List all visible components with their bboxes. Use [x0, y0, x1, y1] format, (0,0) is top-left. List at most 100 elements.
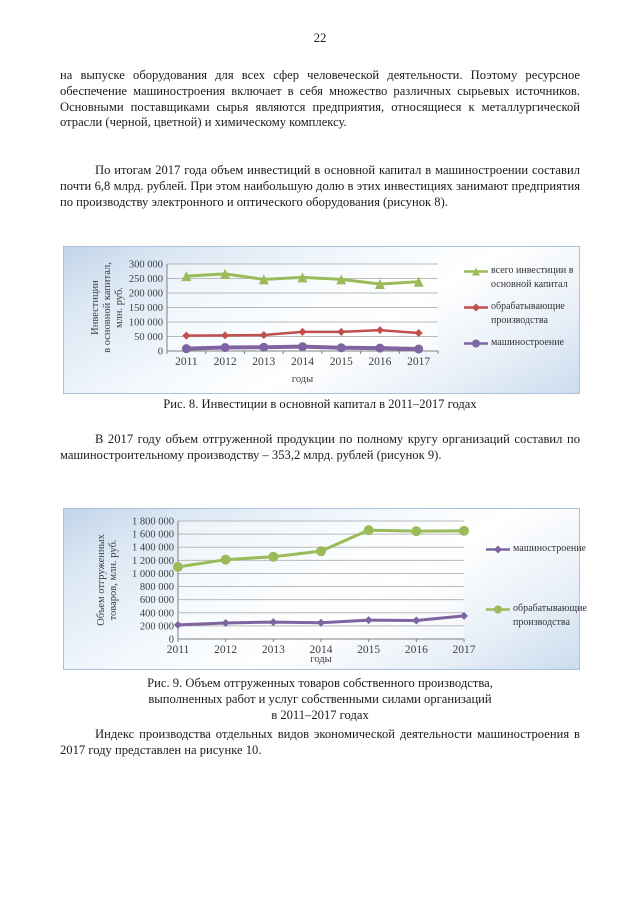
x-tick-label: 2014	[310, 644, 333, 656]
y-tick-label: 200 000	[140, 621, 174, 632]
diamond-marker-icon	[460, 611, 468, 620]
x-tick-label: 2011	[167, 644, 190, 656]
figure-9-caption-line-2: выполненных работ и услуг собственными с…	[148, 691, 492, 706]
y-tick-label: 1 400 000	[132, 543, 174, 554]
y-tick-label: 100 000	[129, 318, 163, 329]
legend-item: всего инвестиции в основной капитал	[464, 264, 578, 292]
x-tick-label: 2017	[407, 356, 430, 368]
figure-9-caption-line-3: в 2011–2017 годах	[271, 707, 369, 722]
x-tick-label: 2015	[330, 356, 353, 368]
circle-marker-icon	[411, 526, 422, 537]
x-tick-label: 2014	[291, 356, 314, 368]
y-axis-title: Объем отгруженных товаров, млн. руб.	[96, 533, 119, 625]
legend-label: обрабатывающие производства	[513, 603, 587, 628]
circle-marker-icon	[181, 344, 191, 354]
legend-item: обрабатывающие производства	[486, 602, 587, 630]
legend-marker-icon	[464, 303, 488, 312]
paragraph-investments: По итогам 2017 года объем инвестиций в о…	[60, 163, 580, 209]
figure-9-shipped-goods-chart: 0 200 000 400 000 600 000 800 000 1 000 000 1 …	[63, 508, 587, 670]
y-axis-title-line: млн. руб.	[114, 287, 125, 328]
y-tick-label: 300 000	[129, 260, 163, 271]
legend-marker-icon	[486, 545, 510, 554]
y-tick-label: 600 000	[140, 595, 174, 606]
circle-marker-icon	[173, 561, 183, 572]
legend-item: машиностроение	[464, 336, 578, 350]
legend-label: всего инвестиции в основной капитал	[491, 265, 574, 290]
circle-marker-icon	[220, 554, 231, 565]
y-tick-label: 250 000	[129, 274, 163, 285]
figure-9-caption: Рис. 9. Объем отгруженных товаров собств…	[60, 676, 580, 723]
y-tick-label: 800 000	[140, 582, 174, 593]
paragraph-shipped-goods: В 2017 году объем отгруженной продукции …	[60, 432, 580, 462]
legend-label: машиностроение	[513, 543, 586, 554]
x-tick-label: 2016	[368, 356, 391, 368]
circle-marker-icon	[220, 343, 230, 353]
x-tick-label: 2011	[175, 356, 198, 368]
circle-marker-icon	[472, 339, 480, 348]
diamond-marker-icon	[269, 618, 278, 627]
y-tick-label: 0	[158, 347, 163, 358]
x-tick-label: 2013	[262, 644, 285, 656]
legend-item: машиностроение	[486, 542, 586, 556]
paragraph-production-index: Индекс производства отдельных видов экон…	[60, 727, 580, 757]
circle-marker-icon	[459, 525, 469, 536]
circle-marker-icon	[336, 343, 346, 353]
y-axis-title-line: в основной капитал,	[102, 262, 113, 353]
legend-marker-icon	[464, 267, 488, 276]
legend-marker-icon	[464, 339, 488, 348]
legend-label: обрабатывающие производства	[491, 301, 565, 326]
diamond-marker-icon	[221, 331, 230, 340]
y-axis-title-line: Объем отгруженных	[96, 533, 107, 625]
circle-marker-icon	[375, 343, 385, 353]
y-tick-label: 200 000	[129, 289, 163, 300]
y-tick-label: 150 000	[129, 303, 163, 314]
legend-item: обрабатывающие производства	[464, 300, 578, 328]
y-tick-label: 1 000 000	[132, 569, 174, 580]
diamond-marker-icon	[317, 618, 325, 627]
x-axis-title: годы	[310, 654, 331, 665]
figure-9-legend: машиностроение обрабатывающие производств…	[486, 542, 587, 630]
diamond-marker-icon	[494, 545, 502, 554]
triangle-marker-icon	[220, 268, 231, 279]
triangle-marker-icon	[413, 276, 424, 287]
triangle-marker-icon	[297, 272, 308, 283]
diamond-marker-icon	[174, 620, 182, 629]
circle-marker-icon	[414, 344, 424, 354]
diamond-marker-icon	[298, 327, 307, 336]
x-tick-label: 2012	[214, 356, 237, 368]
legend-label: машиностроение	[491, 337, 564, 348]
y-tick-label: 400 000	[140, 608, 174, 619]
y-tick-label: 1 800 000	[132, 517, 174, 528]
circle-marker-icon	[494, 605, 502, 614]
diamond-marker-icon	[412, 616, 421, 625]
circle-marker-icon	[268, 551, 279, 562]
x-tick-label: 2016	[405, 644, 428, 656]
diamond-marker-icon	[414, 329, 423, 338]
x-tick-label: 2013	[252, 356, 275, 368]
diamond-marker-icon	[472, 303, 480, 312]
y-axis-title-line: товаров, млн. руб.	[108, 540, 119, 621]
circle-marker-icon	[363, 525, 374, 536]
triangle-marker-icon	[336, 274, 347, 285]
page-number: 22	[313, 31, 327, 45]
diamond-marker-icon	[221, 618, 230, 627]
figure-8-caption: Рис. 8. Инвестиции в основной капитал в …	[163, 397, 477, 411]
y-tick-label: 1 200 000	[132, 556, 174, 567]
triangle-marker-icon	[472, 267, 480, 276]
triangle-marker-icon	[258, 274, 269, 285]
figure-8-legend: всего инвестиции в основной капитал обраб…	[464, 264, 578, 350]
x-tick-label: 2017	[453, 644, 476, 656]
y-tick-label: 50 000	[134, 332, 163, 343]
circle-marker-icon	[298, 342, 307, 352]
investments-line-chart: 0 50 000 100 000 150 000 200 000 250 000 300 0…	[90, 260, 439, 385]
diamond-marker-icon	[182, 331, 191, 340]
x-axis-title: годы	[292, 374, 313, 385]
figure-9-caption-line-1: Рис. 9. Объем отгруженных товаров собств…	[147, 676, 493, 690]
y-axis-title: Инвестиции в основной капитал, млн. руб.	[90, 262, 125, 353]
x-tick-label: 2015	[357, 644, 380, 656]
paragraph-raw-materials: на выпуске оборудования для всех сфер че…	[60, 68, 580, 130]
triangle-marker-icon	[374, 279, 385, 290]
diamond-marker-icon	[364, 616, 373, 625]
diamond-marker-icon	[259, 331, 268, 340]
